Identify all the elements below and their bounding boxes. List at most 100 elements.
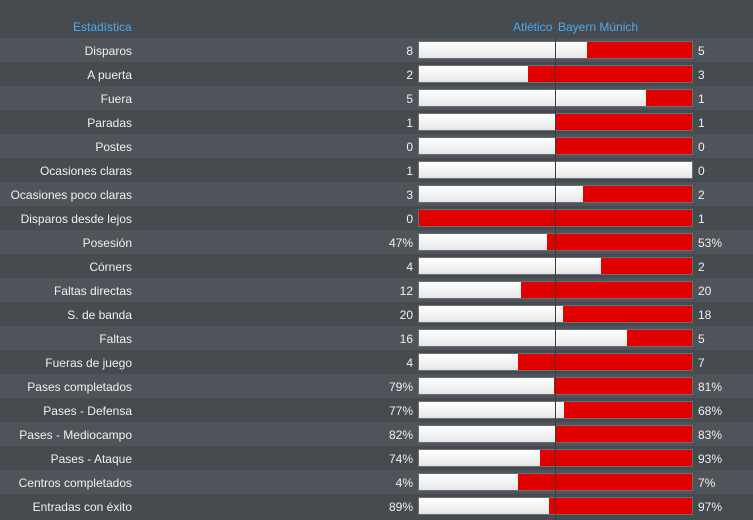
stat-row: Entradas con éxito 89% 97% — [0, 494, 753, 518]
home-share-fill — [419, 138, 556, 154]
away-value: 20 — [698, 284, 712, 298]
home-share-fill — [419, 90, 647, 106]
stat-label: Disparos desde lejos — [20, 212, 132, 226]
home-value: 20 — [399, 308, 413, 322]
stat-label: Ocasiones poco claras — [10, 188, 132, 202]
away-value: 53% — [698, 236, 723, 250]
stat-row: Disparos 8 5 — [0, 38, 753, 62]
away-value: 93% — [698, 452, 723, 466]
stat-label: Pases - Ataque — [50, 452, 132, 466]
away-value: 3 — [698, 68, 705, 82]
comparison-bar — [418, 137, 693, 155]
home-value: 16 — [399, 332, 413, 346]
home-share-fill — [419, 186, 583, 202]
away-value: 1 — [698, 116, 705, 130]
home-value: 4 — [406, 260, 413, 274]
home-value: 82% — [388, 428, 413, 442]
comparison-bar — [418, 233, 693, 251]
stat-label: Pases - Mediocampo — [19, 428, 132, 442]
home-value: 47% — [388, 236, 413, 250]
home-share-fill — [419, 114, 556, 130]
comparison-bar — [418, 209, 693, 227]
stat-label: Posesión — [82, 236, 132, 250]
comparison-bar — [418, 497, 693, 515]
stat-row: S. de banda 20 18 — [0, 302, 753, 326]
stats-header: Estadística Atlético Bayern Múnich — [0, 14, 753, 38]
away-value: 7% — [698, 476, 716, 490]
away-value: 2 — [698, 188, 705, 202]
comparison-bar — [418, 185, 693, 203]
home-share-fill — [419, 66, 529, 82]
comparison-bar — [418, 377, 693, 395]
stat-row: Ocasiones poco claras 3 2 — [0, 182, 753, 206]
comparison-bar — [418, 473, 693, 491]
home-share-fill — [419, 354, 519, 370]
stat-row: Centros completados 4% 7% — [0, 470, 753, 494]
stat-label: S. de banda — [67, 308, 132, 322]
stat-row: Fuera 5 1 — [0, 86, 753, 110]
home-share-fill — [419, 378, 554, 394]
stat-label: Fueras de juego — [45, 356, 132, 370]
home-value: 5 — [406, 92, 413, 106]
home-share-fill — [419, 234, 548, 250]
stat-row: Pases - Defensa 77% 68% — [0, 398, 753, 422]
home-share-fill — [419, 498, 550, 514]
stat-label: Entradas con éxito — [32, 500, 132, 514]
stats-list: Disparos 8 5 A puerta 2 3 Fuera 5 1 Paradas 1 1 Post… — [0, 38, 753, 518]
stat-row: Fueras de juego 4 7 — [0, 350, 753, 374]
home-value: 1 — [406, 116, 413, 130]
away-value: 0 — [698, 164, 705, 178]
stat-row: Pases - Ataque 74% 93% — [0, 446, 753, 470]
stat-label: Pases - Defensa — [43, 404, 132, 418]
away-value: 0 — [698, 140, 705, 154]
comparison-bar — [418, 41, 693, 59]
column-header-home-team[interactable]: Atlético — [513, 20, 553, 34]
stat-row: Postes 0 0 — [0, 134, 753, 158]
stat-label: Disparos — [84, 44, 132, 58]
home-value: 79% — [388, 380, 413, 394]
away-value: 83% — [698, 428, 723, 442]
away-value: 18 — [698, 308, 712, 322]
home-share-fill — [419, 42, 587, 58]
stat-label: Córners — [89, 260, 132, 274]
home-share-fill — [419, 258, 602, 274]
stat-label: Centros completados — [18, 476, 132, 490]
comparison-bar — [418, 113, 693, 131]
stat-label: Fuera — [100, 92, 132, 106]
stat-label: A puerta — [87, 68, 132, 82]
comparison-bar — [418, 161, 693, 179]
away-value: 5 — [698, 44, 705, 58]
stat-row: Disparos desde lejos 0 1 — [0, 206, 753, 230]
home-share-fill — [419, 450, 540, 466]
stat-row: Faltas directas 12 20 — [0, 278, 753, 302]
home-share-fill — [419, 162, 692, 178]
stat-label: Faltas — [99, 332, 132, 346]
stat-label: Pases completados — [27, 380, 132, 394]
stat-label: Postes — [95, 140, 132, 154]
home-value: 2 — [406, 68, 413, 82]
stat-label: Ocasiones claras — [39, 164, 132, 178]
away-value: 5 — [698, 332, 705, 346]
home-value: 77% — [388, 404, 413, 418]
home-share-fill — [419, 330, 628, 346]
comparison-bar — [418, 89, 693, 107]
column-header-stat[interactable]: Estadística — [73, 20, 132, 34]
away-value: 68% — [698, 404, 723, 418]
home-value: 0 — [406, 212, 413, 226]
away-value: 7 — [698, 356, 705, 370]
stat-row: A puerta 2 3 — [0, 62, 753, 86]
away-value: 1 — [698, 92, 705, 106]
stat-row: Posesión 47% 53% — [0, 230, 753, 254]
home-share-fill — [419, 306, 563, 322]
away-value: 81% — [698, 380, 723, 394]
stat-row: Córners 4 2 — [0, 254, 753, 278]
stat-label: Faltas directas — [53, 284, 132, 298]
column-header-away-team[interactable]: Bayern Múnich — [558, 20, 639, 34]
home-value: 89% — [388, 500, 413, 514]
away-value: 2 — [698, 260, 705, 274]
home-value: 4 — [406, 356, 413, 370]
away-value: 97% — [698, 500, 723, 514]
stat-row: Paradas 1 1 — [0, 110, 753, 134]
home-value: 12 — [399, 284, 413, 298]
